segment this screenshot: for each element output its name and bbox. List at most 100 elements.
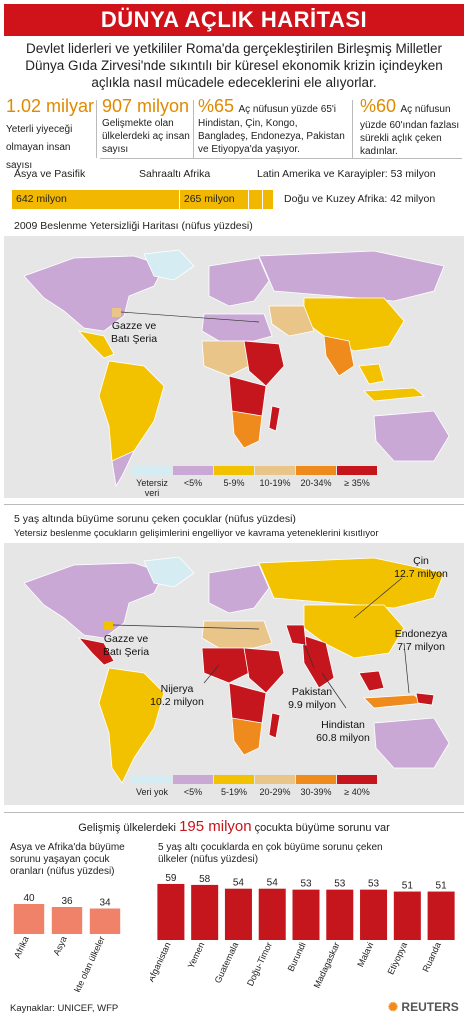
map2-legend-label: 30-39%	[300, 787, 332, 797]
map1-legend-swatch	[255, 466, 295, 475]
bar-2	[51, 907, 83, 934]
map2-legend-swatch	[337, 775, 377, 784]
map1-legend-label: 10-19%	[259, 478, 291, 488]
stat-1: 1.02 milyar Yeterli yiyeceği olmayan ins…	[6, 96, 98, 175]
stat-3-text: Hindistan, Çin, Kongo, Bangladeş, Endone…	[198, 118, 345, 155]
map1-legend-swatch	[214, 466, 254, 475]
bar-value-label: 40	[23, 893, 35, 904]
divider	[352, 100, 353, 158]
undernourishment-map: Gazze ve Batı Şeria Yetersiz veri <5% 5-9%…	[4, 236, 464, 498]
bar-value-label: 58	[199, 874, 211, 885]
stat-3-lead: Aç nüfusun yüzde 65'i	[238, 104, 337, 115]
chart2-title: 5 yaş altı çocuklarda en çok büyüme soru…	[158, 842, 383, 865]
bar-value-label: 51	[402, 881, 414, 892]
bar-2	[191, 884, 219, 940]
bar-1	[157, 883, 185, 940]
map2-legend-label: <5%	[183, 787, 203, 797]
region-bar-africa: 265 milyon	[179, 190, 249, 209]
bar-value-label: 53	[334, 879, 346, 890]
callout-china: Çin 12.7 milyon	[394, 555, 448, 580]
bar-9	[427, 891, 455, 940]
map2-legend-swatch	[132, 775, 172, 784]
category-label: Malavi	[355, 941, 375, 969]
category-label: Guatemala	[213, 941, 241, 985]
bar-3	[224, 888, 252, 940]
bar-value-label: 59	[165, 873, 177, 884]
bar-value-label: 54	[267, 878, 279, 889]
bar-5	[292, 889, 320, 940]
page-title: DÜNYA AÇLIK HARİTASI	[4, 4, 464, 36]
stat-3-number: %65	[198, 96, 235, 116]
region-bar-asia: 642 milyon	[12, 190, 179, 209]
chart2-svg: 59 Afganistan 58 Yemen 54 Guatemala 54 Doğu-Tim…	[150, 873, 455, 990]
stat-4-number: %60	[360, 96, 397, 116]
category-label: Ruanda	[421, 941, 443, 974]
category-label: Afrika	[12, 935, 31, 960]
bar-value-label: 53	[300, 879, 312, 890]
category-label: Burundi	[286, 941, 308, 973]
map1-title: 2009 Beslenme Yetersizliği Haritası (nüf…	[14, 220, 253, 232]
sources: Kaynaklar: UNICEF, WFP	[10, 1003, 119, 1014]
divider	[4, 504, 464, 505]
bar-value-label: 54	[233, 878, 245, 889]
map2-subtitle: Yetersiz beslenme çocukların gelişimleri…	[14, 528, 379, 539]
reuters-logo: ✺ REUTERS	[388, 1000, 459, 1014]
category-label: Asya	[51, 935, 69, 957]
map2-legend-label: 20-29%	[259, 787, 291, 797]
map1-legend-label: 20-34%	[300, 478, 332, 488]
stat-3: %65 Aç nüfusun yüzde 65'i Hindistan, Çin…	[198, 96, 350, 156]
map2-title: 5 yaş altında büyüme sorunu çeken çocukl…	[14, 513, 296, 525]
map2-legend-label: 5-19%	[220, 787, 247, 797]
bar-7	[360, 889, 388, 940]
bar-value-label: 34	[99, 898, 111, 909]
bar-3	[89, 908, 121, 934]
bar-value-label: 51	[436, 881, 448, 892]
stunting-post: çocukta büyüme sorunu var	[254, 822, 390, 834]
reuters-icon: ✺	[388, 1000, 399, 1014]
map2-legend-label: Veri yok	[135, 787, 168, 797]
map1-legend-label: Yetersiz veri	[136, 478, 168, 498]
stat-4-lead: Aç nüfusun	[400, 104, 451, 115]
divider	[96, 100, 97, 158]
stat-4: %60 Aç nüfusun yüzde 60'ından fazlası sü…	[360, 96, 462, 158]
map2-legend: Veri yok <5% 5-19% 20-29% 30-39% ≥ 40%	[132, 775, 382, 803]
map1-legend-label: ≥ 35%	[344, 478, 370, 488]
stunting-headline: Gelişmiş ülkelerdeki 195 milyon çocukta …	[0, 818, 468, 835]
stunting-map: Gazze ve Batı Şeria Çin 12.7 milyon Endo…	[4, 543, 464, 805]
callout-india: Hindistan 60.8 milyon	[316, 719, 370, 744]
category-label: Yemen	[186, 941, 207, 970]
bar-value-label: 36	[61, 896, 73, 907]
map2-legend-label: ≥ 40%	[344, 787, 370, 797]
bar-6	[326, 889, 354, 940]
region-label-africa: Sahraaltı Afrika	[139, 168, 211, 180]
region-bar-latam	[249, 190, 262, 209]
map1-gaza-label: Gazze ve Batı Şeria	[110, 320, 158, 345]
stat-2-text: Gelişmekte olan ülkelerdeki aç insan say…	[102, 118, 190, 155]
map2-legend-swatch	[255, 775, 295, 784]
bar-1	[13, 904, 45, 934]
category-label: Doğu-Timor	[245, 941, 274, 988]
divider	[193, 100, 194, 158]
map2-legend-swatch	[214, 775, 254, 784]
map1-legend-label: 5-9%	[223, 478, 245, 488]
region-label-latam: Latin Amerika ve Karayipler: 53 milyon	[257, 168, 436, 180]
stat-1-text: Yeterli yiyeceği olmayan insan sayısı	[6, 124, 73, 171]
callout-nigeria: Nijerya 10.2 milyon	[150, 683, 204, 708]
bar-8	[393, 891, 421, 940]
category-label: Afganistan	[150, 941, 173, 984]
divider	[4, 812, 464, 813]
map1-legend: Yetersiz veri <5% 5-9% 10-19% 20-34% ≥ 35%	[132, 466, 382, 498]
map2-gaza-label: Gazze ve Batı Şeria	[102, 633, 150, 658]
bar-value-label: 53	[368, 879, 380, 890]
map1-legend-swatch	[132, 466, 172, 475]
region-label-asia: Asya ve Pasifik	[14, 168, 86, 180]
map1-legend-swatch	[337, 466, 377, 475]
region-label-mena: Doğu ve Kuzey Afrika: 42 milyon	[284, 193, 436, 205]
map2-legend-swatch	[173, 775, 213, 784]
intro-text: Devlet liderleri ve yetkililer Roma'da g…	[25, 41, 443, 90]
region-bar-mena	[263, 190, 273, 209]
divider	[100, 158, 462, 159]
category-label: Etiyopya	[385, 941, 409, 977]
callout-indonesia: Endonezya 7.7 milyon	[394, 628, 448, 653]
